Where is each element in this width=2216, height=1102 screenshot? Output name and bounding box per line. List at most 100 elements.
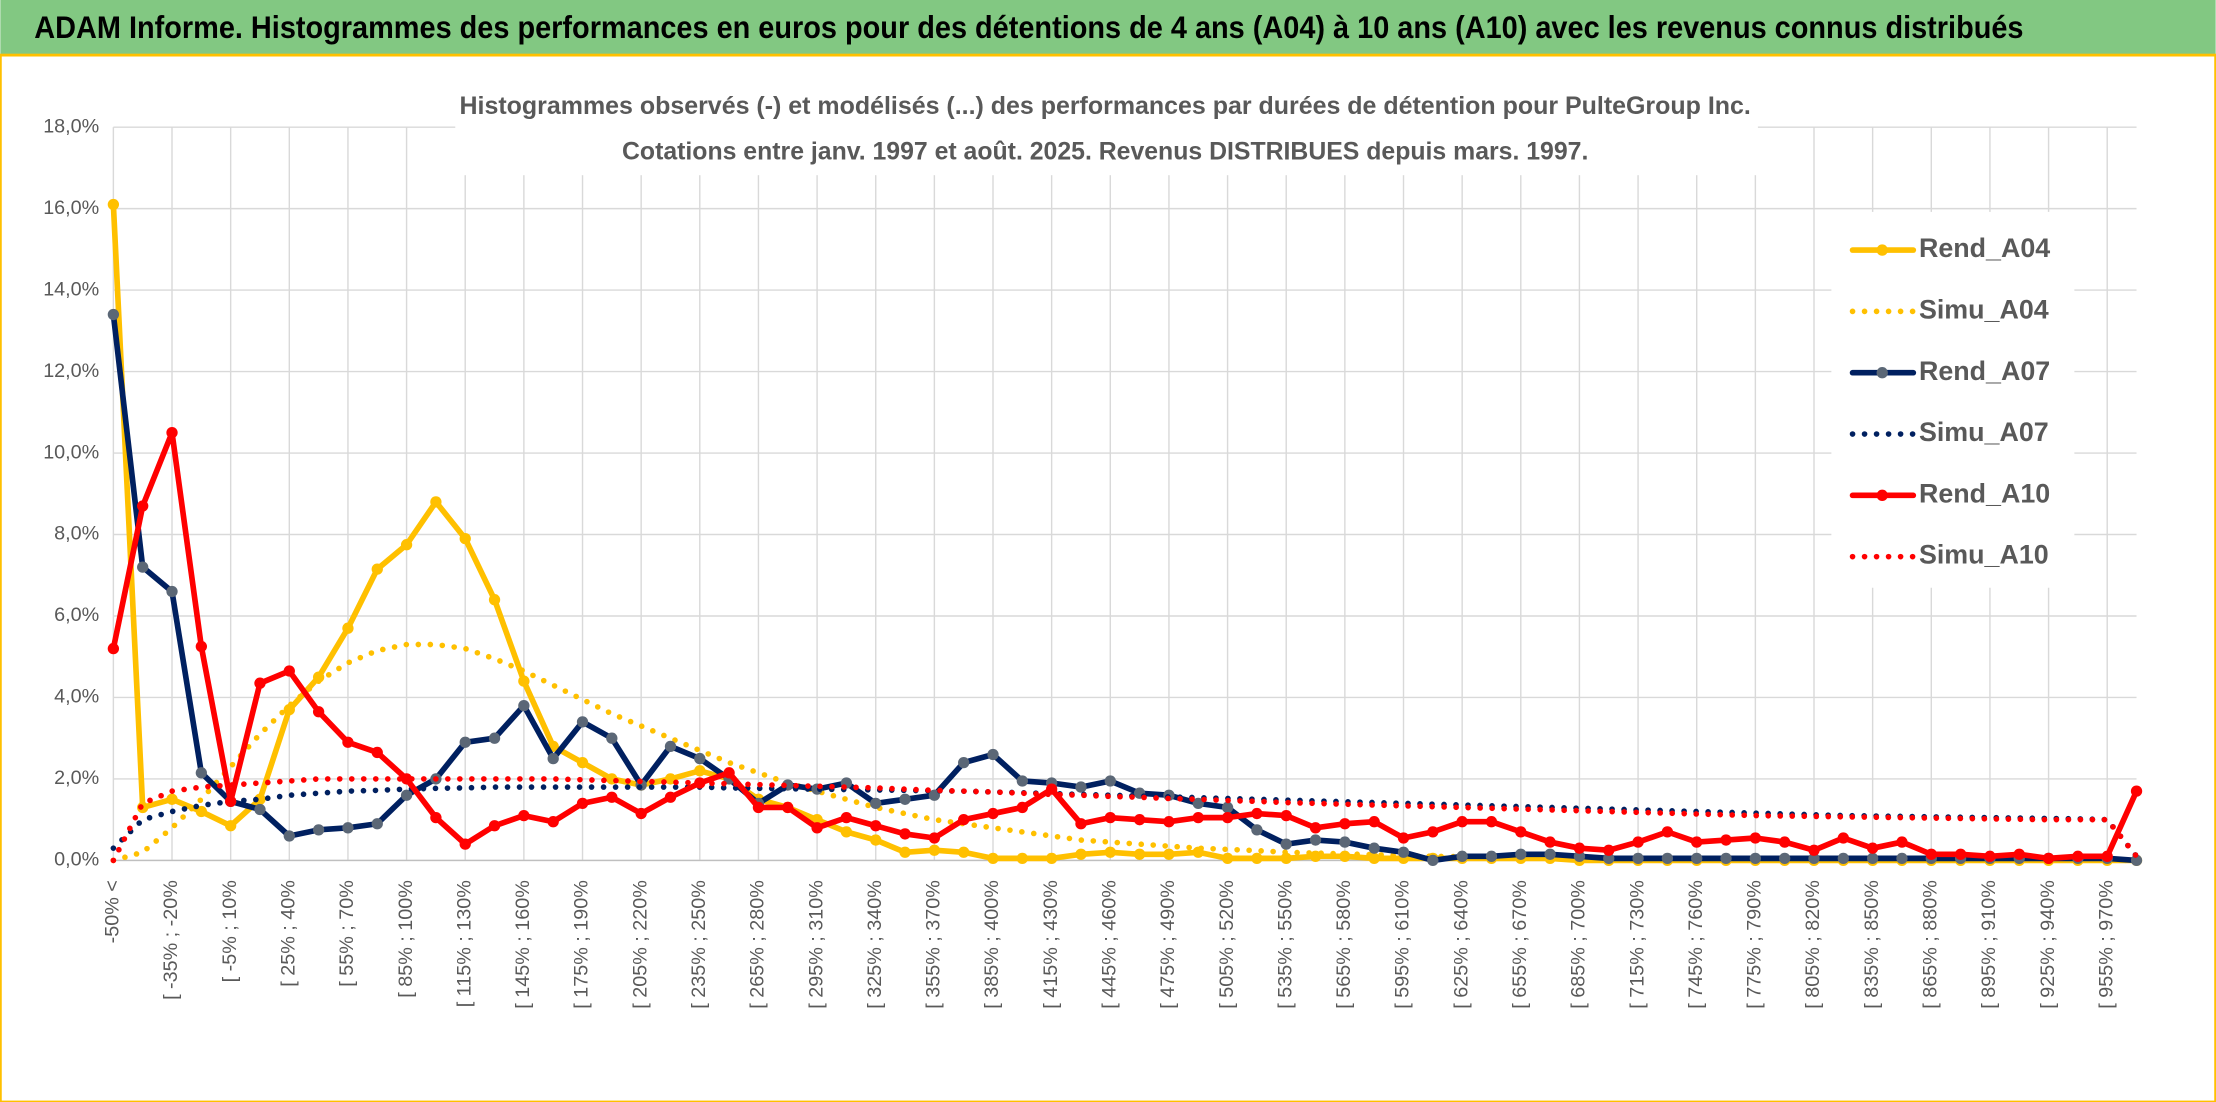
data-point — [1368, 842, 1380, 854]
data-point — [928, 789, 941, 801]
data-point — [987, 807, 999, 820]
legend-label: Simu_A10 — [1919, 540, 2049, 570]
x-tick-label: [ 775% ; 790% — [1744, 880, 1766, 1009]
data-point — [987, 748, 999, 761]
chart-subtitle: Histogrammes observés (-) et modélisés (… — [460, 92, 1751, 120]
data-point — [1016, 801, 1028, 814]
data-point — [576, 716, 589, 728]
data-point — [840, 811, 853, 824]
data-point — [606, 732, 618, 744]
observed-line — [110, 311, 2140, 864]
x-tick-label: [ 355% ; 370% — [923, 880, 945, 1009]
data-point — [1779, 836, 1791, 848]
data-point — [430, 811, 442, 824]
data-point — [1837, 832, 1849, 844]
data-point — [1427, 826, 1439, 838]
data-point — [430, 496, 442, 508]
data-point — [254, 793, 266, 805]
data-point — [459, 532, 471, 545]
data-point — [518, 809, 530, 822]
data-point — [870, 820, 882, 832]
data-point — [283, 704, 295, 716]
data-point — [1603, 844, 1615, 856]
x-tick-label: [ 595% ; 610% — [1392, 880, 1414, 1009]
data-point — [664, 740, 677, 752]
y-tick-label: 18,0% — [43, 115, 99, 137]
data-point — [459, 736, 471, 748]
y-tick-label: 0,0% — [54, 849, 99, 871]
data-point — [1485, 850, 1498, 862]
data-point — [1309, 834, 1322, 846]
data-point — [2130, 854, 2143, 867]
data-point — [371, 563, 383, 575]
data-point — [664, 791, 677, 803]
data-point — [606, 791, 618, 803]
data-point — [576, 756, 589, 769]
data-point — [1280, 852, 1292, 865]
data-point — [1896, 852, 1908, 865]
data-point — [1603, 852, 1615, 865]
x-tick-label: [ 385% ; 400% — [981, 880, 1003, 1009]
plot-area: 0,0% 2,0% 4,0% 6,0% 8,0% 10,0% 12,0% 14,0% 16,0%… — [43, 115, 2143, 1009]
data-point — [1749, 852, 1762, 865]
legend-marker — [1876, 489, 1888, 501]
x-tick-label: [ 205% ; 220% — [629, 880, 651, 1009]
y-tick-label: 4,0% — [54, 686, 99, 708]
data-point — [1133, 848, 1146, 860]
data-point — [1808, 852, 1820, 865]
y-tick-label: 8,0% — [54, 523, 99, 545]
y-tick-label: 10,0% — [43, 441, 99, 463]
x-tick-label: [ 535% ; 550% — [1274, 880, 1296, 1009]
data-point — [1397, 846, 1410, 858]
data-point — [1221, 801, 1234, 814]
x-tick-label: [ 505% ; 520% — [1216, 880, 1238, 1009]
data-point — [1192, 811, 1204, 824]
data-point — [2042, 852, 2055, 865]
data-point — [1866, 842, 1879, 854]
x-tick-label: [ 925% ; 940% — [2037, 880, 2059, 1009]
data-point — [870, 834, 882, 846]
data-point — [811, 822, 823, 834]
data-point — [1720, 834, 1732, 846]
data-point — [166, 793, 178, 805]
data-point — [312, 824, 325, 836]
data-point — [459, 838, 471, 850]
x-tick-label: [ 265% ; 280% — [747, 880, 769, 1009]
page-title: ADAM Informe. Histogrammes des performan… — [34, 10, 2023, 45]
data-point — [1016, 852, 1028, 865]
data-point — [782, 801, 794, 814]
chart-subtitle: Cotations entre janv. 1997 et août. 2025… — [622, 137, 1588, 165]
subtitle-background — [455, 84, 1758, 176]
data-point — [107, 308, 120, 321]
data-point — [400, 789, 413, 801]
data-point — [547, 752, 559, 765]
legend-label: Simu_A04 — [1919, 294, 2049, 324]
data-point — [225, 795, 237, 807]
data-point — [312, 706, 325, 718]
data-point — [1075, 848, 1087, 860]
data-point — [107, 198, 120, 211]
x-tick-label: [ 415% ; 430% — [1040, 880, 1062, 1009]
y-tick-label: 2,0% — [54, 767, 99, 789]
data-point — [488, 732, 501, 744]
data-point — [1251, 824, 1263, 836]
data-point — [987, 852, 999, 865]
data-point — [488, 820, 501, 832]
data-point — [400, 773, 413, 785]
data-point — [195, 805, 207, 818]
data-point — [694, 765, 706, 777]
legend-label: Simu_A07 — [1919, 417, 2049, 447]
title-bar — [0, 0, 2216, 56]
data-point — [1339, 818, 1351, 830]
y-tick-label: 6,0% — [54, 604, 99, 626]
data-point — [342, 736, 354, 748]
data-point — [1016, 775, 1028, 787]
data-point — [1075, 781, 1087, 793]
x-tick-label: [ 955% ; 970% — [2095, 880, 2117, 1009]
x-tick-label: [ 115% ; 130% — [453, 880, 475, 1007]
data-point — [1251, 807, 1263, 820]
data-point — [1896, 836, 1908, 848]
data-point — [1456, 816, 1468, 828]
data-point — [1661, 852, 1674, 865]
